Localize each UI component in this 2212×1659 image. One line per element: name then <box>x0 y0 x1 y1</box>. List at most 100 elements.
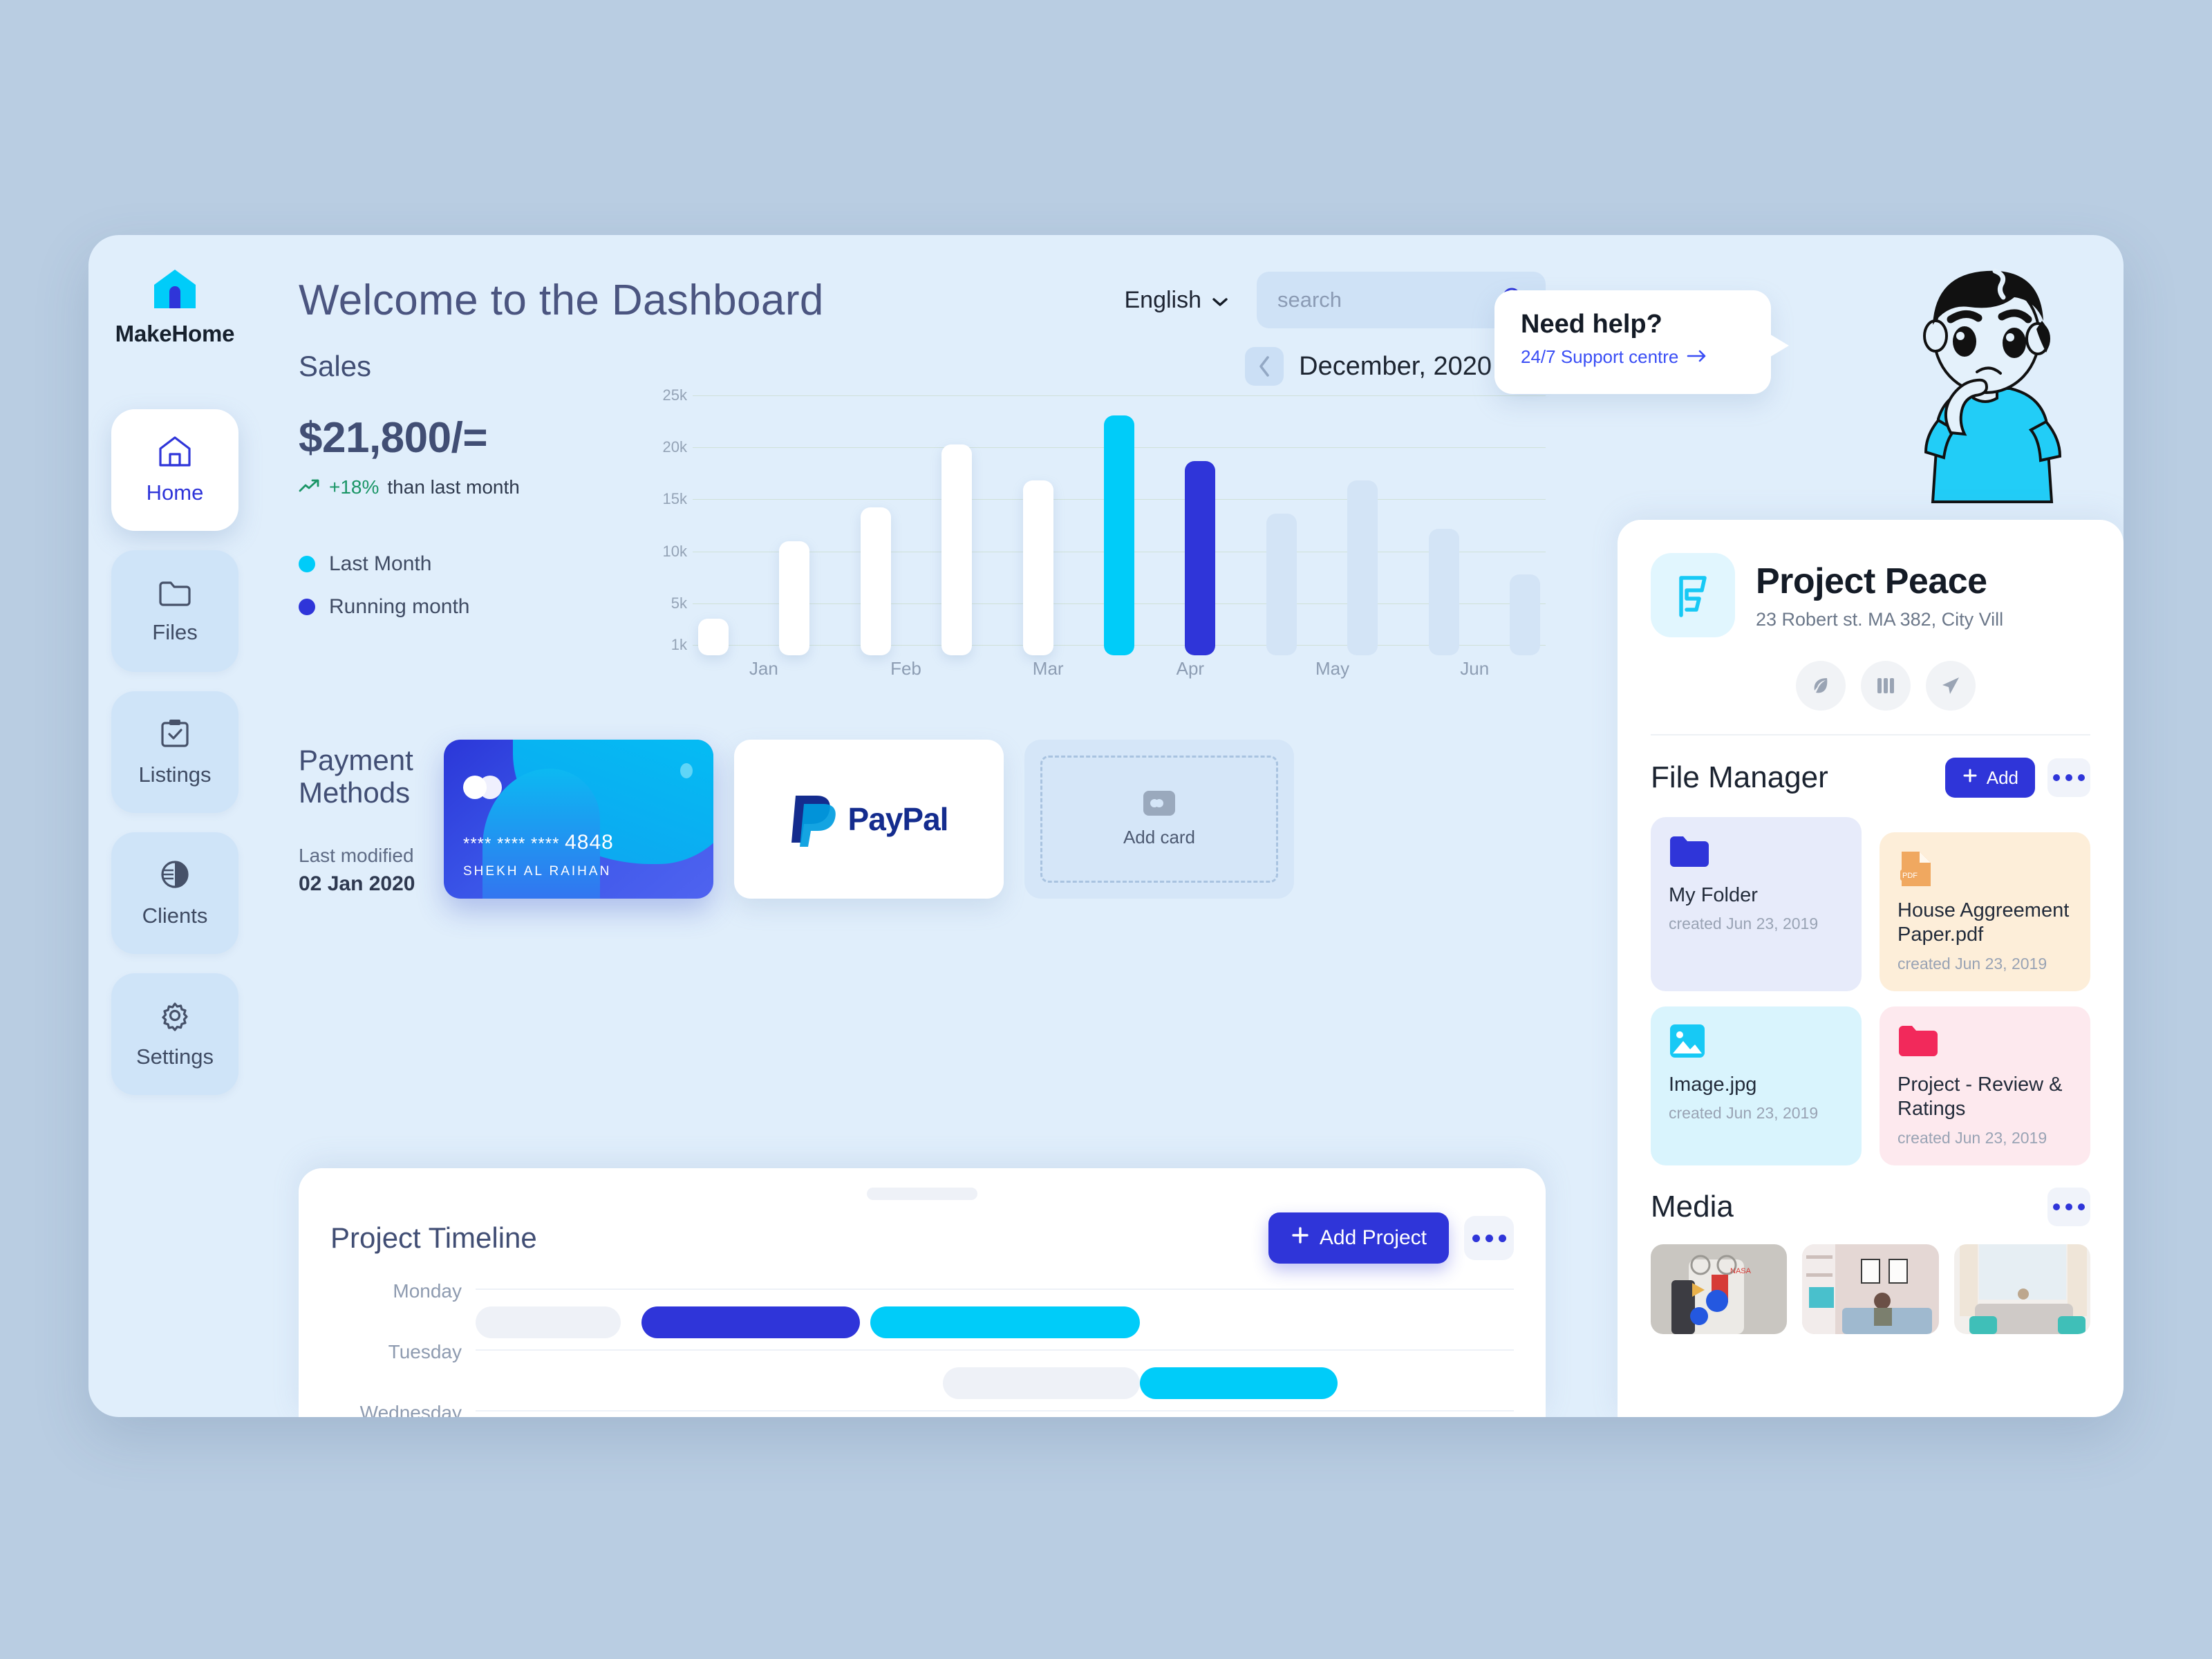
file-card[interactable]: Image.jpg created Jun 23, 2019 <box>1651 1006 1862 1165</box>
sidebar-item-label: Files <box>152 620 198 644</box>
card-number: **** **** **** 4848 <box>463 831 614 854</box>
sidebar-item-label: Settings <box>135 1044 214 1069</box>
legend-label: Running month <box>329 595 470 618</box>
chart-x-tick: Mar <box>1032 658 1064 679</box>
media-grid: NASA <box>1651 1244 2090 1334</box>
sidebar-item-home[interactable]: Home <box>111 409 238 531</box>
file-meta: created Jun 23, 2019 <box>1669 915 1819 933</box>
support-centre-link[interactable]: 24/7 Support centre <box>1521 346 1771 368</box>
timeline-axis-line <box>476 1410 1514 1412</box>
timeline-bar[interactable] <box>870 1306 1141 1338</box>
card-number-last4: 4848 <box>565 831 614 854</box>
paypal-card[interactable]: PayPal <box>734 740 1004 899</box>
more-horizontal-icon[interactable] <box>1464 1216 1514 1260</box>
project-timeline-panel: Project Timeline Add Project Monday Tuesd… <box>299 1168 1546 1417</box>
language-selector[interactable]: English <box>1124 287 1229 314</box>
sidebar-item-files[interactable]: Files <box>111 550 238 672</box>
project-detail-card: Project Peace 23 Robert st. MA 382, City… <box>1618 520 2124 1417</box>
chart-legend: Last Month Running month <box>299 552 644 619</box>
media-thumbnail[interactable] <box>1802 1244 1939 1334</box>
chart-bars <box>693 395 1546 655</box>
gear-icon <box>158 999 191 1032</box>
file-name: House Aggreement Paper.pdf <box>1897 899 2070 946</box>
file-card[interactable]: My Folder created Jun 23, 2019 <box>1651 817 1862 991</box>
legend-swatch <box>299 599 315 615</box>
timeline-bar[interactable] <box>641 1306 860 1338</box>
more-horizontal-icon[interactable] <box>2047 758 2090 797</box>
chart-bar <box>941 444 973 655</box>
pdf-file-icon: PDF <box>1897 849 1938 886</box>
chart-x-tick: Jan <box>749 658 778 679</box>
last-modified-date: 02 Jan 2020 <box>299 872 415 896</box>
panel-drag-handle[interactable] <box>867 1188 977 1200</box>
main-content: Welcome to the Dashboard English <box>261 235 1577 1417</box>
search-input[interactable] <box>1277 288 1493 312</box>
timeline-header: Project Timeline Add Project <box>330 1212 1514 1264</box>
leaf-icon[interactable] <box>1796 661 1846 711</box>
folder-icon <box>1897 1023 1938 1059</box>
add-file-label: Add <box>1986 767 2018 788</box>
payment-methods-info: Payment Methods Last modified 02 Jan 202… <box>299 740 423 896</box>
svg-text:PDF: PDF <box>1902 872 1918 880</box>
file-manager-actions: Add <box>1944 758 2090 798</box>
card-decor-arc <box>482 769 600 899</box>
media-thumbnail[interactable]: NASA <box>1651 1244 1788 1334</box>
prev-month-button[interactable] <box>1245 347 1284 386</box>
sales-summary: $21,800/= +18% than last month Last Mont… <box>299 395 644 686</box>
file-manager-title: File Manager <box>1651 760 1828 794</box>
sidebar-item-settings[interactable]: Settings <box>111 973 238 1095</box>
columns-icon[interactable] <box>1861 661 1911 711</box>
paypal-label: PayPal <box>847 801 949 837</box>
card-holder-name: SHEKH AL RAIHAN <box>463 864 612 879</box>
media-actions <box>2047 1187 2090 1226</box>
support-link-label: 24/7 Support centre <box>1521 346 1679 367</box>
card-decor-dot <box>680 763 693 778</box>
timeline-row: Monday <box>330 1280 1514 1349</box>
file-card[interactable]: Project - Review & Ratings created Jun 23… <box>1880 1006 2090 1165</box>
chart-gridline <box>693 395 1546 396</box>
project-address: 23 Robert st. MA 382, City Vill <box>1756 608 2004 630</box>
sales-delta: +18% than last month <box>299 476 644 498</box>
plus-icon <box>1962 767 1978 789</box>
chart-x-tick: May <box>1315 658 1350 679</box>
file-card[interactable]: PDF House Aggreement Paper.pdf created Jun… <box>1880 832 2090 991</box>
chart-y-tick: 15k <box>662 490 687 508</box>
house-logo-icon <box>153 268 197 311</box>
more-horizontal-icon[interactable] <box>2047 1187 2090 1226</box>
add-card-dropzone[interactable]: Add card <box>1040 756 1278 883</box>
sales-delta-pct: +18% <box>329 476 379 498</box>
media-header: Media <box>1651 1187 2090 1226</box>
help-bubble[interactable]: Need help? 24/7 Support centre <box>1494 290 1789 394</box>
chart-bar <box>860 507 891 655</box>
chart-x-tick: Feb <box>890 658 921 679</box>
timeline-bar[interactable] <box>476 1306 621 1338</box>
sales-delta-suffix: than last month <box>387 476 520 498</box>
media-title: Media <box>1651 1189 1734 1224</box>
add-file-button[interactable]: Add <box>1944 758 2035 798</box>
timeline-bar[interactable] <box>942 1367 1141 1399</box>
chart-bar <box>779 541 810 655</box>
brand-logo[interactable]: MakeHome <box>115 268 235 347</box>
legend-item: Last Month <box>299 552 644 576</box>
chart-bar <box>1185 460 1216 655</box>
chart-y-tick: 5k <box>671 594 687 612</box>
send-icon[interactable] <box>1926 661 1976 711</box>
right-panel: Need help? 24/7 Support centre <box>1494 235 2124 1417</box>
timeline-row: Tuesday <box>330 1341 1514 1410</box>
foursquare-flag-icon <box>1651 553 1735 637</box>
home-icon <box>158 435 192 468</box>
payment-title-line1: Payment <box>299 744 413 776</box>
add-card-tile[interactable]: Add card <box>1024 740 1294 899</box>
media-thumbnail[interactable] <box>1953 1244 2090 1334</box>
sales-body: $21,800/= +18% than last month Last Mont… <box>283 386 1577 686</box>
add-project-button[interactable]: Add Project <box>1268 1212 1449 1264</box>
sidebar-item-clients[interactable]: Clients <box>111 832 238 954</box>
timeline-bar[interactable] <box>1140 1367 1338 1399</box>
sidebar-item-listings[interactable]: Listings <box>111 691 238 813</box>
chart-bar <box>1509 574 1540 655</box>
chart-bar <box>1266 514 1297 655</box>
last-modified-label: Last modified <box>299 845 414 867</box>
legend-swatch <box>299 556 315 572</box>
mastercard-icon <box>463 776 502 799</box>
credit-card[interactable]: **** **** **** 4848 SHEKH AL RAIHAN <box>444 740 713 899</box>
